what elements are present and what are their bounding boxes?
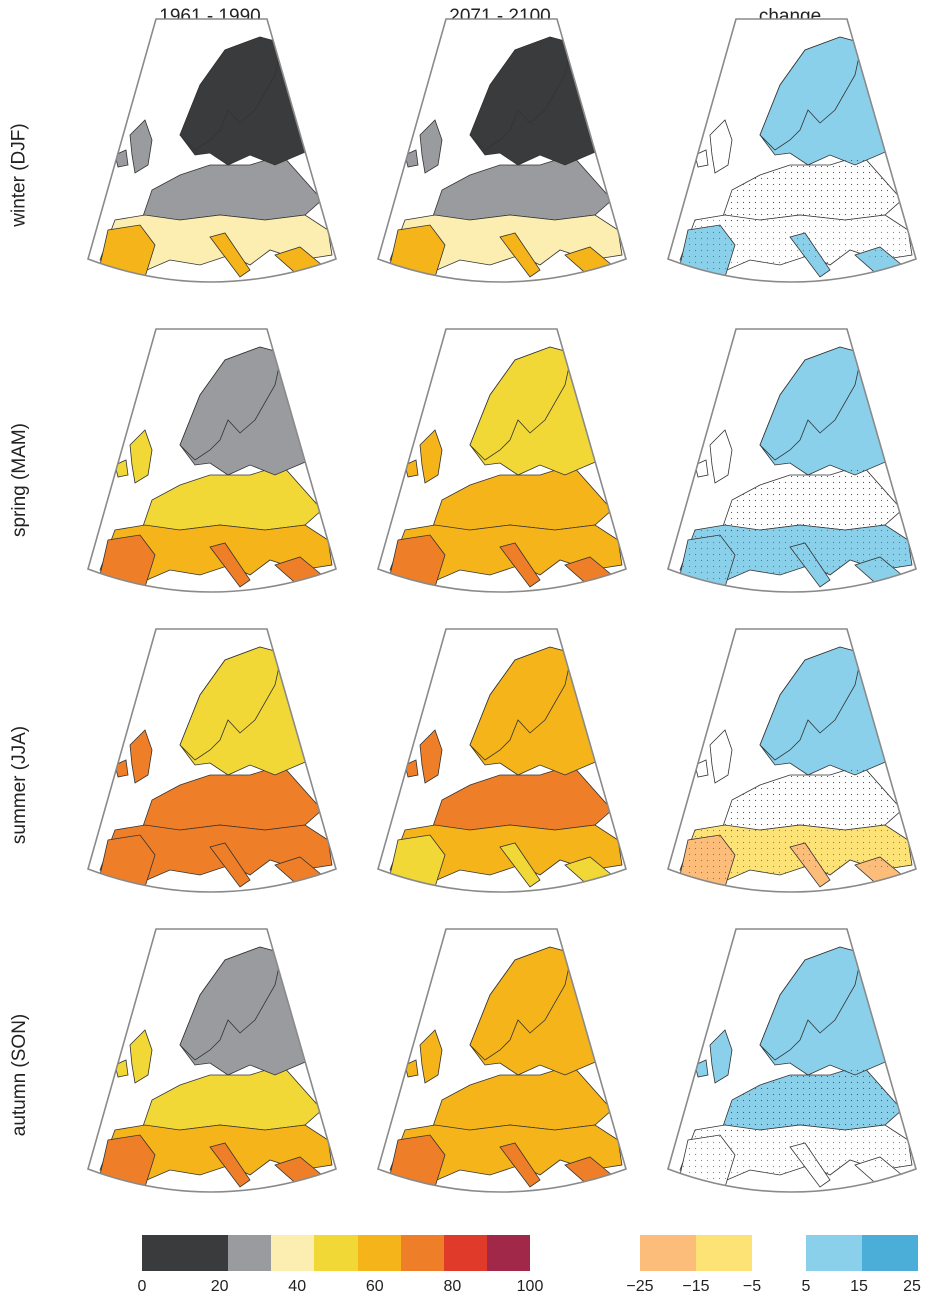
- map-region-mid: [694, 429, 733, 484]
- legend-tick-label: 5: [801, 1278, 811, 1295]
- map-panel-winter-future: [350, 15, 630, 305]
- legend-swatch: [443, 1235, 487, 1271]
- map-panel-summer-future: [350, 625, 630, 915]
- map-panel-spring-future: [350, 325, 630, 615]
- map-region-mid: [404, 429, 443, 484]
- legend-swatch: [640, 1235, 696, 1271]
- map-frame: [87, 328, 337, 593]
- stipple-overlay: [720, 465, 902, 535]
- map-region-north: [759, 346, 863, 461]
- map-region-mid: [404, 1029, 443, 1084]
- legend-swatch: [271, 1235, 315, 1271]
- map-region-north: [469, 646, 573, 761]
- row-title-winter: winter (DJF): [9, 123, 31, 227]
- map-frame: [667, 628, 917, 893]
- legend-colorbar-positive: [806, 1235, 918, 1271]
- legend-colorbar-negative: [640, 1235, 752, 1271]
- legend-swatch: [228, 1235, 272, 1271]
- map-frame: [87, 928, 337, 1193]
- map-region-mid: [694, 119, 733, 174]
- map-region-north: [759, 946, 863, 1061]
- map-region-north: [179, 946, 283, 1061]
- legend-swatch: [142, 1235, 186, 1271]
- row-title-summer: summer (JJA): [9, 725, 31, 845]
- map-panel-winter-baseline: [60, 15, 340, 305]
- map-region-mid: [694, 1029, 733, 1084]
- map-region-mid: [114, 119, 153, 174]
- map-frame: [377, 628, 627, 893]
- legend-swatch: [696, 1235, 752, 1271]
- map-region-north: [469, 36, 573, 151]
- map-region-north: [179, 36, 283, 151]
- map-panel-autumn-future: [350, 925, 630, 1215]
- legend-tick-label: 25: [903, 1278, 921, 1295]
- legend-colorbar-percent: [142, 1235, 530, 1271]
- legend-tick-label: 40: [288, 1278, 307, 1295]
- map-region-mid: [114, 429, 153, 484]
- row-title-autumn: autumn (SON): [9, 1013, 31, 1137]
- map-frame: [667, 18, 917, 283]
- legend-swatch: [314, 1235, 358, 1271]
- map-frame: [377, 328, 627, 593]
- legend-swatch: [185, 1235, 229, 1271]
- map-region-north: [469, 946, 573, 1061]
- legend-swatch: [806, 1235, 862, 1271]
- map-panel-summer-baseline: [60, 625, 340, 915]
- map-frame: [87, 18, 337, 283]
- map-frame: [377, 928, 627, 1193]
- legend-swatch: [357, 1235, 401, 1271]
- map-frame: [87, 628, 337, 893]
- map-frame: [667, 328, 917, 593]
- legend-tick-label: 100: [516, 1278, 544, 1295]
- legend-tick-label: 0: [137, 1278, 147, 1295]
- row-title-spring: spring (MAM): [9, 422, 31, 538]
- legend-tick-label: 60: [365, 1278, 384, 1295]
- map-panel-spring-change: [640, 325, 920, 615]
- map-panel-autumn-baseline: [60, 925, 340, 1215]
- map-panel-winter-change: [640, 15, 920, 305]
- legend-tick-label: 20: [210, 1278, 229, 1295]
- stipple-overlay: [680, 825, 912, 883]
- legend-tick-label: −15: [682, 1278, 710, 1295]
- map-region-mid: [114, 729, 153, 784]
- stipple-overlay: [680, 1125, 912, 1183]
- map-panel-autumn-change: [640, 925, 920, 1215]
- map-region-north: [759, 646, 863, 761]
- map-frame: [377, 18, 627, 283]
- map-region-mid: [404, 729, 443, 784]
- map-region-north: [179, 646, 283, 761]
- legend-tick-label: 80: [443, 1278, 462, 1295]
- map-region-north: [759, 36, 863, 151]
- map-region-north: [179, 346, 283, 461]
- stipple-overlay: [720, 1065, 902, 1135]
- legend-swatch: [862, 1235, 918, 1271]
- legend-tick-label: −25: [626, 1278, 654, 1295]
- map-frame: [667, 928, 917, 1193]
- legend-tick-label: 15: [850, 1278, 868, 1295]
- stipple-overlay: [680, 215, 912, 273]
- stipple-overlay: [720, 765, 902, 835]
- stipple-overlay: [720, 155, 902, 225]
- legend-swatch: [486, 1235, 530, 1271]
- stipple-overlay: [680, 525, 912, 583]
- legend-tick-label: −5: [742, 1278, 762, 1295]
- map-region-mid: [114, 1029, 153, 1084]
- legend-swatch: [400, 1235, 444, 1271]
- map-panel-spring-baseline: [60, 325, 340, 615]
- map-panel-summer-change: [640, 625, 920, 915]
- map-region-north: [469, 346, 573, 461]
- map-region-mid: [404, 119, 443, 174]
- map-region-mid: [694, 729, 733, 784]
